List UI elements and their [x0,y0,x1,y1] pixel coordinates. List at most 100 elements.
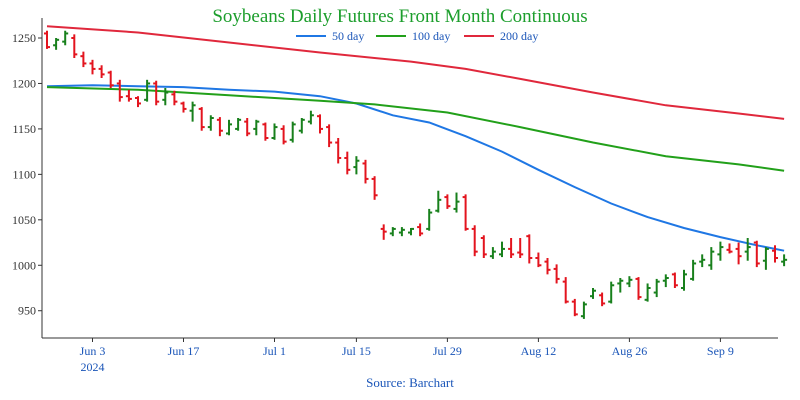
price-bar [280,125,287,145]
price-bar [144,79,151,102]
price-bar [389,227,396,237]
series-line-50-day [46,84,785,252]
price-bar [244,118,251,137]
series-line-200-day [46,25,785,120]
y-tick-label: 1150 [12,122,36,136]
price-bar [398,227,405,237]
price-bar [189,101,196,122]
price-bar [417,223,424,237]
price-bar [226,119,232,136]
price-bar [380,224,387,240]
legend-label-50-day: 50 day [332,29,364,43]
price-bar [644,283,651,302]
price-bar [717,241,724,261]
price-bar [307,110,314,125]
y-tick-label: 1200 [12,76,36,90]
price-bar [262,122,269,141]
price-bar [344,151,351,175]
price-bar [44,30,50,49]
price-bar [62,30,69,46]
price-bar [271,123,278,140]
price-bar [153,80,160,106]
price-bar [590,288,596,299]
price-bar [80,51,87,68]
legend-label-100-day: 100 day [412,29,450,43]
y-axis-ticks: 950 1000 1050 1100 1150 1200 1250 [12,31,42,318]
price-bar [553,264,560,284]
price-bar [535,252,542,268]
price-bar [662,274,669,288]
moving-average-lines [46,25,785,252]
price-bar [681,269,687,291]
legend-label-200-day: 200 day [500,29,538,43]
price-bars [44,30,788,319]
price-bar [635,277,642,300]
price-bar [571,298,578,317]
price-bar [289,121,296,143]
price-bar [135,96,141,108]
price-bar [253,119,260,136]
y-tick-label: 1050 [12,213,36,227]
price-bar [690,259,697,281]
price-bar [180,101,187,113]
price-bar [362,159,369,184]
price-bar [371,176,378,200]
price-bar [599,292,606,307]
x-axis-ticks: Jun 3 2024 Jun 17 Jul 1 Jul 15 Jul 29 Aug 12 Au… [80,338,734,374]
y-tick-label: 1100 [12,167,36,181]
price-bar [726,243,733,254]
x-tick-label: Jun 3 [80,344,106,358]
price-bar [480,235,487,258]
price-bar [499,241,505,258]
price-bar [453,192,460,213]
price-bar [326,124,333,148]
y-tick-label: 950 [18,304,36,318]
price-bar [608,281,615,304]
price-bar [408,227,414,236]
price-bar [89,59,96,75]
price-bar [426,208,433,231]
legend: 50 day 100 day 200 day [296,29,538,43]
price-bar [508,238,515,258]
price-bar [471,225,478,257]
price-bar [544,258,551,275]
price-bar [617,278,624,293]
price-bar [562,277,569,304]
price-bar [489,247,496,259]
price-bar [335,138,342,164]
y-tick-label: 1000 [12,258,36,272]
x-tick-label: Jun 17 [168,344,200,358]
price-bar [98,65,105,78]
price-bar [353,156,360,175]
price-bar [671,272,678,288]
source-label: Source: Barchart [366,375,454,390]
x-tick-label: Aug 26 [612,344,648,358]
price-bar [107,70,114,88]
price-bar [444,194,451,209]
x-tick-label: Jul 1 [263,344,286,358]
price-bar [772,245,778,263]
price-bar [235,118,242,131]
price-bar [71,34,78,58]
price-bar [626,276,633,288]
price-bar [462,194,469,231]
x-tick-label: Jul 15 [342,344,371,358]
price-bar [781,254,788,267]
price-bar [517,238,524,258]
x-tick-sublabel: 2024 [81,360,105,374]
price-bar [762,247,769,270]
price-bar [116,79,123,102]
price-bar [198,107,205,131]
x-tick-label: Aug 12 [521,344,557,358]
price-bar [753,240,760,268]
price-bar [526,234,533,264]
price-bar [207,115,214,131]
price-bar [735,242,742,265]
price-bar [435,190,442,213]
y-tick-label: 1250 [12,31,36,45]
x-tick-label: Jul 29 [433,344,462,358]
price-bar [162,88,169,106]
price-bar [317,114,323,134]
